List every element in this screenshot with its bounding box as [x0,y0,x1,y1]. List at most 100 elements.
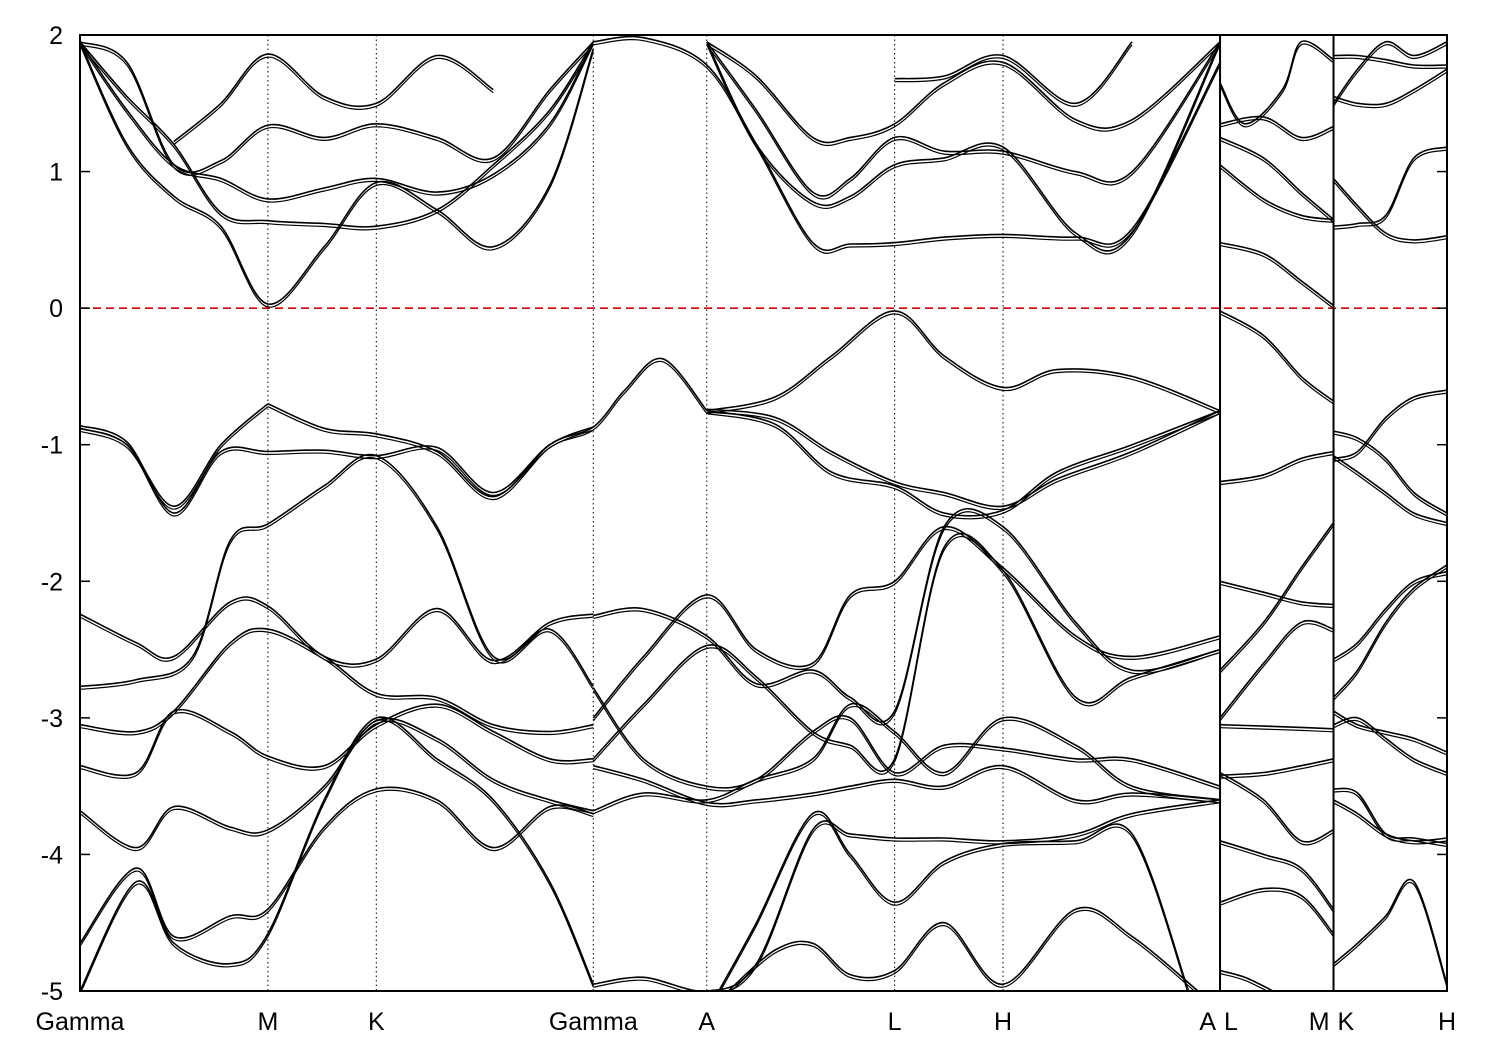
band-line-split [593,511,1221,726]
x-tick-label: A [1199,1008,1216,1036]
band-line [1333,716,1447,774]
band-line [1219,969,1274,991]
band-line [1219,136,1335,221]
band-line-split [719,813,1189,991]
band-line [1333,54,1447,67]
band-line [80,453,594,688]
x-tick-label: Gamma [36,1008,125,1036]
band-line-split [80,630,594,736]
band-line-split [80,44,594,308]
band-line-split [1219,139,1334,223]
band-line [1219,164,1334,221]
band-line [80,41,594,174]
band-line-split [593,768,1221,808]
band-line-split [1219,525,1334,674]
band-line [727,906,1199,991]
band-line [894,41,1133,105]
band-line [706,41,1221,144]
band-line [1332,878,1447,985]
y-tick-label: 2 [49,22,63,50]
band-line [1333,430,1447,514]
band-line-split [592,536,1221,775]
band-line [1219,522,1335,671]
y-tick-label: -1 [41,432,63,460]
band-line-split [1219,453,1334,486]
band-line-split [1219,761,1334,779]
y-tick-label: -3 [41,705,63,733]
band-line-split [894,44,1133,107]
band-line [1219,580,1334,606]
band-line-split [80,599,594,668]
band-line-split [706,313,1221,415]
y-tick-label: -5 [41,978,63,1006]
band-line-split [592,529,1221,722]
band-line-split [1333,719,1447,777]
band-line [80,786,594,944]
band-line [80,403,269,508]
band-line-split [1219,843,1334,913]
band-line-split [1219,167,1334,223]
band-line-split [593,39,1221,254]
x-tick-label: Gamma [549,1008,638,1036]
band-line [80,424,594,514]
band-line-split [80,456,594,690]
band-line [1219,723,1334,730]
band-line-split [80,44,594,231]
band-line [593,35,1221,252]
band-line [1219,115,1334,139]
x-tick-label: M [1309,1008,1330,1036]
band-line-split [730,909,1196,991]
band-line [80,41,595,305]
y-tick-label: 0 [49,295,63,323]
band-line-split [80,428,594,517]
band-line [1219,450,1334,483]
band-line [80,703,594,777]
x-tick-label: A [698,1008,715,1036]
band-line [706,41,1221,252]
band-line-split [1333,433,1447,517]
band-line-split [592,690,1221,792]
band-line-split [1219,245,1334,309]
band-line-split [1333,713,1447,756]
band-line-split [593,802,1221,991]
band-line-split [1333,44,1447,107]
band-line [1332,40,1447,104]
band-line [1333,710,1447,753]
band-line-split [80,719,594,991]
band-line [592,525,1221,719]
band-line-split [267,361,708,501]
x-tick-label: L [1224,1008,1238,1036]
x-tick-label: K [368,1008,385,1036]
band-line-split [80,720,594,852]
band-line [593,764,1221,805]
band-line [1333,570,1447,660]
band-line [1333,68,1447,106]
band-line [706,408,1221,508]
x-tick-label: L [888,1008,902,1036]
x-tick-label: H [994,1008,1012,1036]
band-line [1219,619,1334,719]
y-tick-label: -4 [41,841,63,869]
band-line-split [80,44,594,203]
plot-frame [79,34,1448,992]
band-line-split [1333,458,1447,527]
x-tick-label: K [1338,1008,1355,1036]
band-line-split [706,44,1221,255]
band-line [706,409,1221,517]
y-axis-ticks: 2 1 0 -1 -2 -3 -4 -5 [41,22,1447,1006]
band-line-split [1219,313,1334,405]
band-line [593,702,1221,812]
y-tick-label: 1 [49,159,63,187]
band-line [1333,389,1447,460]
band-line [1333,799,1447,842]
band-line [592,687,1221,789]
x-axis-ticks: Gamma M K Gamma A L H A L M K H [36,1008,1456,1036]
band-line [706,310,1221,412]
band-line-split [1333,71,1447,109]
band-line [1332,177,1447,241]
y-tick-label: -2 [41,568,63,596]
band-line [1333,454,1447,524]
band-line-split [1219,43,1334,128]
band-line-split [706,44,1221,200]
